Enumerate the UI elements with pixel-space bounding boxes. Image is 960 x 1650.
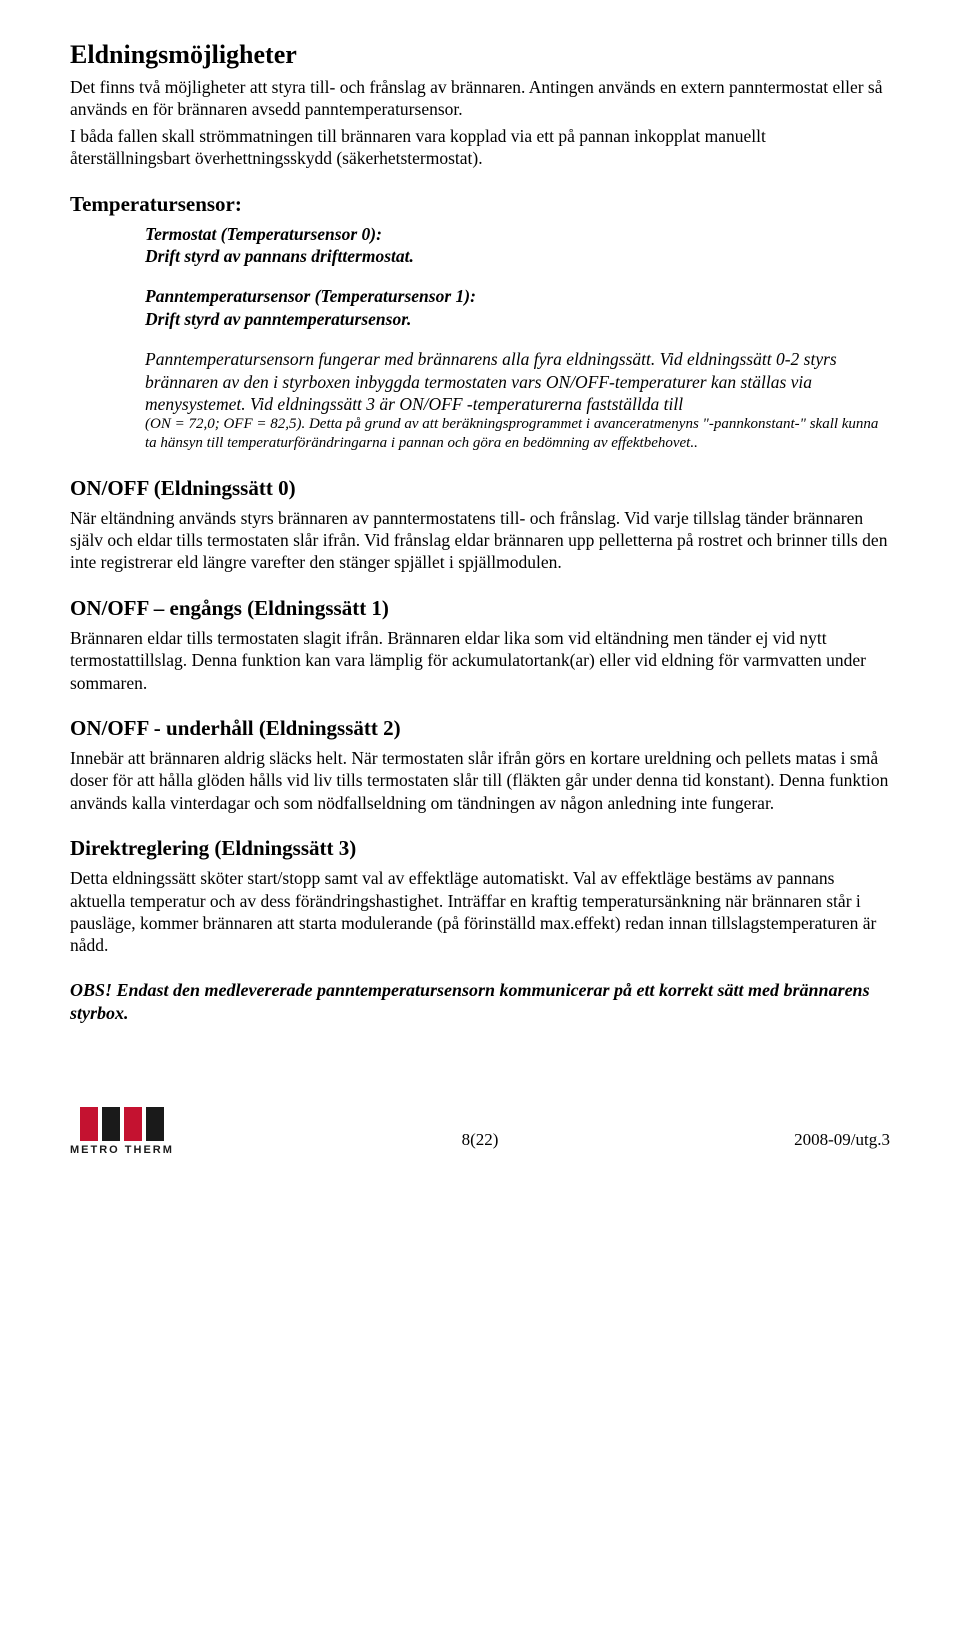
- subsection-title: Temperatursensor:: [70, 192, 890, 217]
- logo-stripe: [102, 1107, 120, 1141]
- mode-2-heading: ON/OFF - underhåll (Eldningssätt 2): [70, 716, 890, 741]
- sensor-1-title: Panntemperatursensor (Temperatursensor 1…: [145, 285, 890, 307]
- sensor-explain-detail: (ON = 72,0; OFF = 82,5). Detta på grund …: [145, 416, 878, 451]
- page-number: 8(22): [462, 1130, 499, 1150]
- logo-stripe: [124, 1107, 142, 1141]
- mode-2-body: Innebär att brännaren aldrig släcks helt…: [70, 747, 890, 814]
- sensor-explain-main: Panntemperatursensorn fungerar med bränn…: [145, 349, 837, 414]
- page-footer: METRO THERM 8(22) 2008-09/utg.3: [70, 1086, 890, 1156]
- paragraph: Det finns två möjligheter att styra till…: [70, 76, 890, 121]
- sensor-1-group: Panntemperatursensor (Temperatursensor 1…: [145, 285, 890, 330]
- mode-1-body: Brännaren eldar tills termostaten slagit…: [70, 627, 890, 694]
- mode-3-body: Detta eldningssätt sköter start/stopp sa…: [70, 867, 890, 957]
- sensor-1-body: Drift styrd av panntemperatursensor.: [145, 308, 890, 330]
- version-text: 2008-09/utg.3: [794, 1130, 890, 1150]
- sensor-0-group: Termostat (Temperatursensor 0): Drift st…: [145, 223, 890, 268]
- mode-0-body: När eltändning används styrs brännaren a…: [70, 507, 890, 574]
- logo-stripe: [80, 1107, 98, 1141]
- logo-stripe: [146, 1107, 164, 1141]
- sensor-0-title: Termostat (Temperatursensor 0):: [145, 223, 890, 245]
- logo: METRO THERM: [70, 1107, 174, 1156]
- mode-0-heading: ON/OFF (Eldningssätt 0): [70, 476, 890, 501]
- mode-1-heading: ON/OFF – engångs (Eldningssätt 1): [70, 596, 890, 621]
- sensor-explain: Panntemperatursensorn fungerar med bränn…: [145, 348, 890, 454]
- mode-3-heading: Direktreglering (Eldningssätt 3): [70, 836, 890, 861]
- obs-note: OBS! Endast den medlevererade panntemper…: [70, 979, 890, 1026]
- logo-stripes-icon: [80, 1107, 164, 1141]
- logo-text: METRO THERM: [70, 1144, 174, 1156]
- sensor-0-body: Drift styrd av pannans drifttermostat.: [145, 245, 890, 267]
- paragraph: I båda fallen skall strömmatningen till …: [70, 125, 890, 170]
- indented-definitions: Termostat (Temperatursensor 0): Drift st…: [145, 223, 890, 454]
- section-title: Eldningsmöjligheter: [70, 40, 890, 70]
